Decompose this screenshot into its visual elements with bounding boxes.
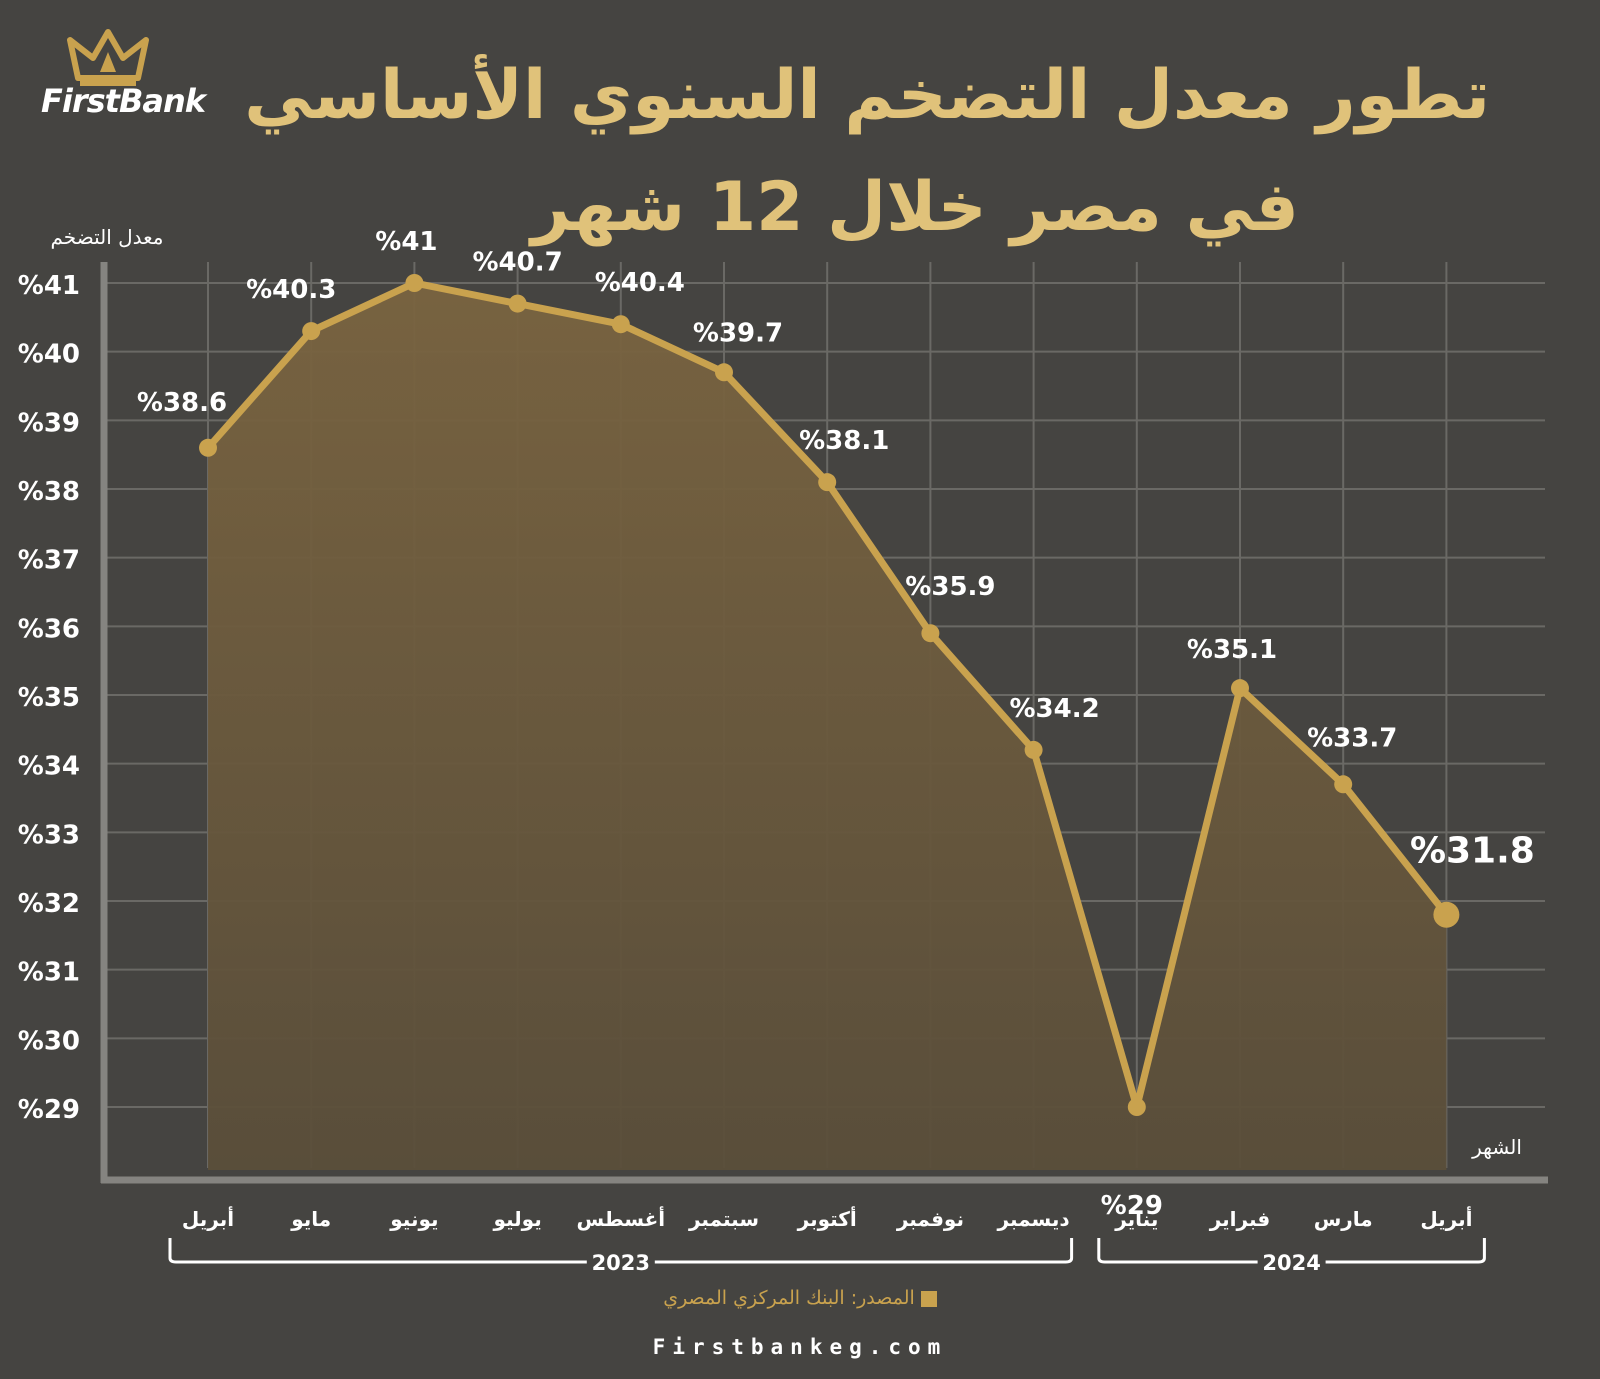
x-tick-label: يوليو [492, 1207, 541, 1231]
x-tick-label: يونيو [389, 1207, 438, 1231]
x-tick-label: أغسطس [576, 1205, 665, 1231]
data-point [1127, 1098, 1146, 1116]
data-point [302, 322, 321, 341]
data-label: %40.3 [246, 275, 336, 305]
page-title: تطور معدل التضخم السنوي الأساسي في مصر خ… [244, 40, 1490, 264]
data-point [1024, 740, 1043, 759]
year-label: 2023 [592, 1251, 650, 1275]
title-line-2: في مصر خلال 12 شهر [531, 168, 1299, 247]
y-tick-label: %30 [18, 1026, 80, 1056]
data-point [611, 315, 630, 334]
x-tick-label: نوفمبر [896, 1207, 964, 1231]
year-bracket [1097, 1238, 1486, 1264]
data-point [818, 473, 837, 492]
y-tick-label: %38 [18, 477, 80, 507]
data-point [715, 363, 733, 382]
y-tick-label: %41 [18, 271, 80, 301]
y-tick-label: %39 [18, 408, 80, 438]
x-tick-label: أبريل [1420, 1205, 1472, 1231]
area-fill [208, 283, 1447, 1170]
x-tick-label: أكتوبر [797, 1205, 857, 1231]
data-label: %35.9 [905, 572, 995, 602]
data-label: %39.7 [693, 318, 783, 348]
x-tick-label: مايو [290, 1207, 331, 1231]
y-tick-label: %32 [18, 889, 80, 919]
data-point [921, 624, 940, 643]
crown-icon [67, 29, 149, 86]
data-label: %29 [1101, 1191, 1163, 1221]
year-bracket [168, 1238, 1074, 1264]
data-label: %40.7 [472, 248, 562, 278]
data-point [405, 274, 424, 292]
y-tick-label: %35 [18, 683, 80, 713]
data-point [199, 438, 217, 457]
data-label: %35.1 [1187, 635, 1277, 665]
year-label: 2024 [1262, 1251, 1320, 1275]
x-tick-label: يناير [1114, 1207, 1158, 1231]
x-tick-label: سبتمبر [688, 1207, 759, 1231]
y-axis-title: معدل التضخم [51, 225, 164, 249]
x-tick-label: مارس [1314, 1207, 1373, 1231]
data-point [1334, 775, 1353, 794]
y-tick-label: %34 [18, 752, 80, 782]
data-point [1231, 679, 1249, 698]
data-label: %38.1 [799, 426, 889, 456]
data-point [1433, 901, 1460, 928]
data-point [508, 294, 527, 313]
title-line-1: تطور معدل التضخم السنوي الأساسي [244, 56, 1490, 135]
x-tick-label: أبريل [182, 1205, 234, 1231]
data-label: %33.7 [1307, 723, 1397, 753]
y-tick-label: %31 [18, 958, 80, 988]
x-tick-label: فبراير [1209, 1207, 1271, 1231]
source-text: المصدر: البنك المركزي المصري [663, 1287, 915, 1309]
y-tick-label: %33 [18, 820, 80, 850]
source-note: المصدر: البنك المركزي المصري [0, 1287, 1600, 1309]
y-tick-label: %37 [18, 546, 80, 576]
data-label: %34.2 [1009, 694, 1099, 724]
data-label: %40.4 [595, 268, 685, 298]
y-tick-label: %36 [18, 614, 80, 644]
website-url: Firstbankeg.com [652, 1335, 948, 1359]
source-square-icon [920, 1290, 937, 1307]
y-tick-label: %40 [18, 340, 80, 370]
x-tick-label: ديسمبر [997, 1207, 1070, 1231]
firstbank-logo: FirstBank [38, 28, 208, 128]
brand-name: FirstBank [41, 82, 206, 120]
y-tick-label: %29 [18, 1095, 80, 1125]
x-axis-title: الشهر [1471, 1135, 1522, 1159]
data-label: %41 [375, 227, 437, 257]
inflation-chart: %41 %40 %39 %38 %37 %36 %35 %34 %33 %32 %31 %30 %29%… [18, 225, 1548, 1275]
data-label: %38.6 [137, 388, 227, 418]
data-label: %31.8 [1410, 831, 1535, 872]
